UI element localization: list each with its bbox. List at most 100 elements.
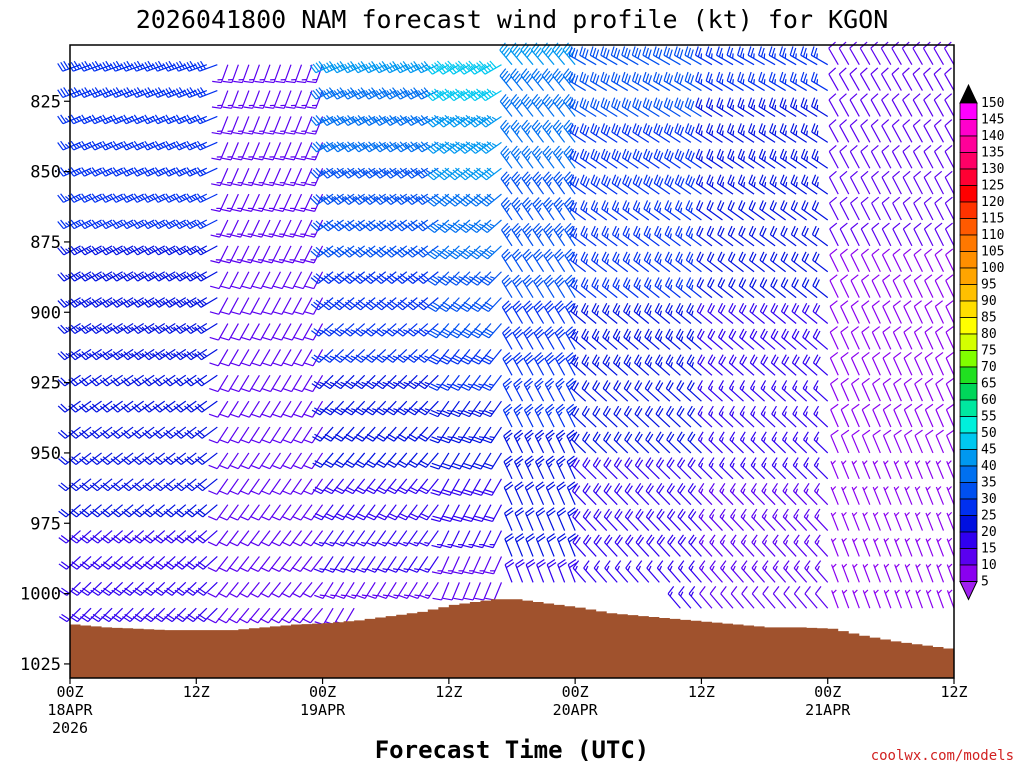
wind-barb [800, 46, 818, 66]
wind-barb [275, 90, 292, 109]
colorbar-label: 70 [981, 360, 997, 375]
wind-barb [747, 71, 765, 92]
wind-barb [613, 405, 629, 428]
wind-barb [418, 530, 439, 547]
wind-barb [803, 457, 818, 480]
wind-barb [664, 225, 681, 247]
colorbar-label: 130 [981, 162, 1004, 177]
wind-barb [467, 60, 492, 75]
wind-barb [914, 486, 923, 505]
wind-barb [355, 556, 376, 573]
wind-barb [436, 114, 460, 128]
wind-barb [891, 93, 902, 117]
wind-barb [472, 452, 492, 470]
wind-barb [903, 403, 913, 428]
wind-barb [131, 348, 155, 361]
wind-barb [130, 219, 155, 230]
wind-barb [78, 348, 102, 361]
wind-barb [666, 405, 681, 428]
wind-barb [231, 245, 250, 264]
wind-barb [870, 145, 881, 169]
wind-barb [377, 582, 397, 599]
wind-barb [781, 380, 797, 402]
wind-barb [270, 556, 292, 573]
wind-barb [141, 114, 165, 125]
wind-barb [532, 197, 545, 221]
wind-barb [840, 300, 850, 324]
wind-barb [851, 486, 860, 505]
wind-barb [570, 354, 587, 376]
wind-barb [535, 533, 546, 557]
wind-barb [99, 167, 123, 177]
wind-barb [333, 478, 355, 495]
wind-barb [761, 534, 776, 557]
wind-barb [903, 326, 913, 350]
wind-barb [242, 219, 260, 238]
wind-barb [567, 533, 578, 557]
wind-barb [332, 348, 355, 363]
wind-barb [946, 563, 955, 583]
wind-barb [870, 93, 881, 117]
wind-barb [935, 429, 945, 454]
wind-barb [332, 374, 355, 390]
wind-barb [923, 67, 934, 91]
wind-barb [152, 400, 176, 413]
wind-barb [803, 431, 818, 454]
wind-barb [132, 530, 155, 544]
wind-barb [208, 426, 229, 444]
wind-barb [675, 302, 692, 324]
wind-barb [934, 326, 945, 350]
wind-barb [728, 302, 744, 324]
wind-barb [903, 274, 913, 298]
wind-barb [362, 193, 387, 206]
colorbar-box [959, 564, 978, 582]
wind-barb [870, 170, 881, 195]
wind-barb [503, 507, 514, 531]
wind-barb [240, 400, 260, 418]
wind-barb [654, 251, 671, 273]
wind-barb [812, 251, 829, 273]
wind-barb [801, 302, 818, 324]
wind-barb [769, 148, 786, 169]
wind-barb [740, 483, 755, 506]
wind-barb [666, 457, 681, 480]
wind-barb [291, 607, 313, 624]
wind-barb [738, 225, 755, 247]
wind-barb [522, 300, 534, 324]
wind-barb [294, 245, 313, 264]
wind-barb [860, 170, 871, 195]
wind-barb [709, 586, 723, 609]
wind-barb [373, 167, 397, 179]
wind-barb [457, 88, 481, 102]
wind-barb [344, 530, 366, 547]
wind-barb [944, 170, 955, 195]
wind-barb [758, 174, 776, 195]
wind-barb [405, 245, 429, 258]
wind-barb [183, 348, 208, 361]
wind-barb [622, 225, 639, 247]
wind-barb [173, 426, 197, 439]
wind-barb [800, 148, 818, 169]
wind-barb [407, 504, 429, 521]
wind-barb [67, 219, 92, 230]
wind-barb [78, 114, 102, 125]
wind-barb [814, 560, 829, 583]
wind-barb [934, 300, 945, 324]
wind-barb [829, 300, 839, 324]
wind-barb [524, 481, 535, 505]
wind-barb [635, 483, 650, 506]
wind-barb [646, 560, 660, 583]
wind-barb [99, 114, 123, 125]
wind-barb [474, 582, 492, 601]
wind-barb [173, 271, 197, 282]
wind-barb [352, 141, 376, 153]
wind-barb [99, 400, 123, 413]
wind-barb [768, 71, 786, 92]
wind-barb [261, 452, 281, 470]
wind-barb [152, 245, 176, 256]
wind-barb [698, 457, 713, 480]
wind-barb [904, 589, 913, 609]
wind-barb [580, 277, 597, 299]
wind-barb [913, 326, 923, 350]
wind-barb [924, 326, 934, 350]
